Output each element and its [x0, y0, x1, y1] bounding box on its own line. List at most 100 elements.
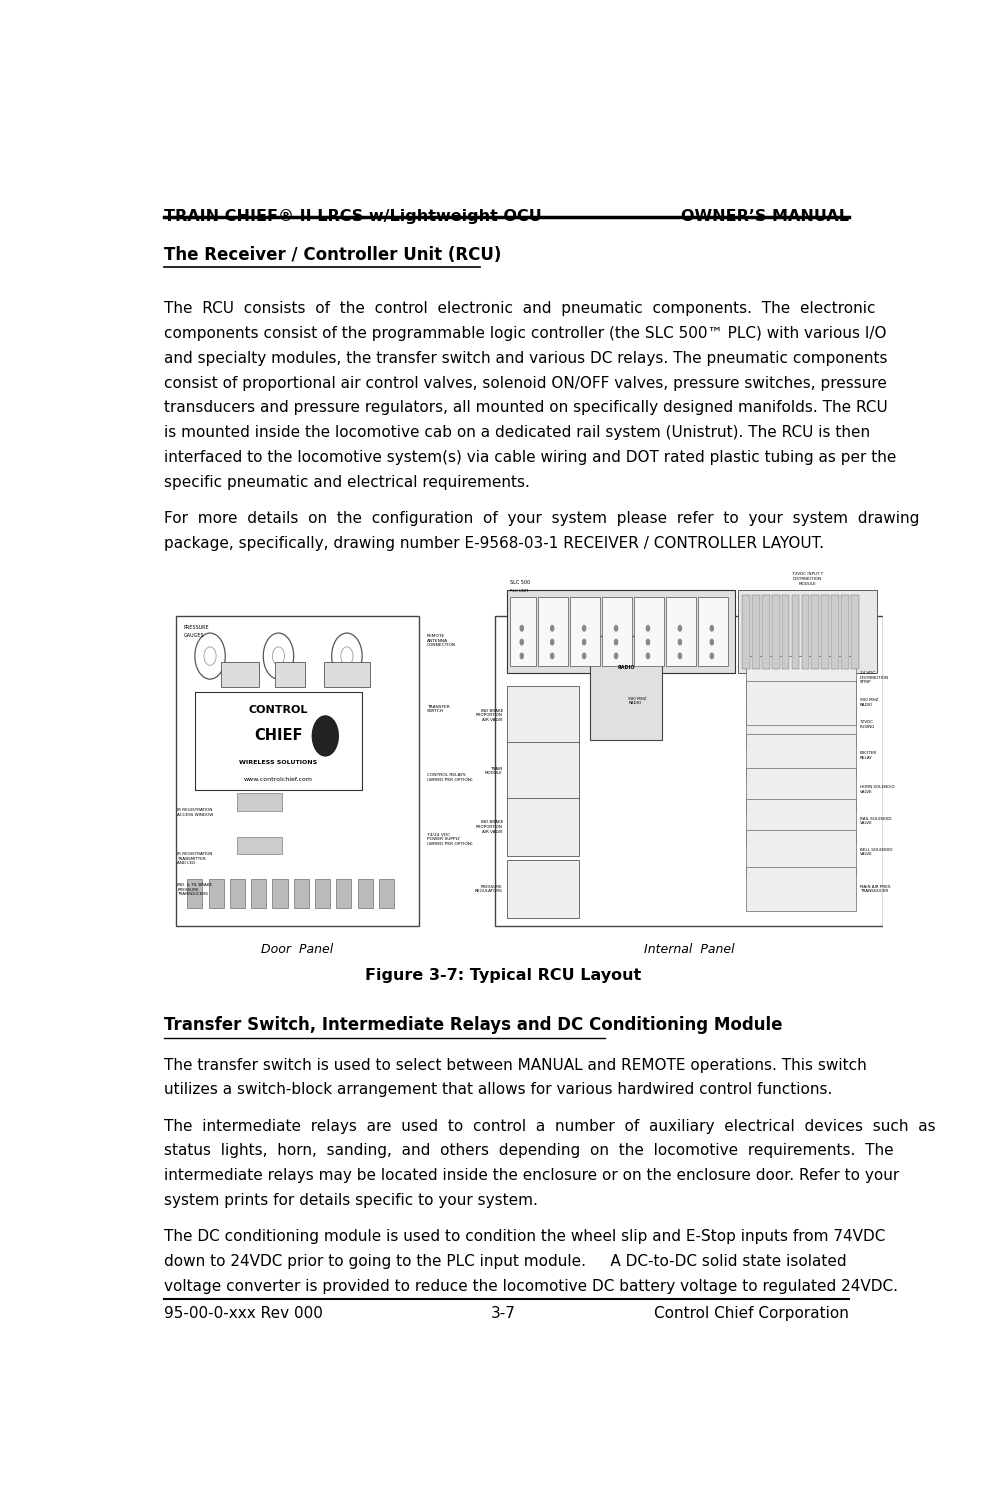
FancyBboxPatch shape [293, 879, 309, 907]
FancyBboxPatch shape [315, 879, 331, 907]
FancyBboxPatch shape [230, 879, 245, 907]
FancyBboxPatch shape [509, 597, 537, 667]
Circle shape [312, 715, 339, 756]
FancyBboxPatch shape [236, 837, 283, 854]
FancyBboxPatch shape [851, 595, 858, 668]
Circle shape [582, 638, 587, 646]
FancyBboxPatch shape [495, 616, 883, 927]
Circle shape [678, 652, 682, 659]
Text: status  lights,  horn,  sanding,  and  others  depending  on  the  locomotive  r: status lights, horn, sanding, and others… [165, 1144, 894, 1159]
Text: The Receiver / Controller Unit (RCU): The Receiver / Controller Unit (RCU) [165, 247, 502, 265]
FancyBboxPatch shape [747, 768, 856, 812]
FancyBboxPatch shape [506, 743, 579, 800]
Circle shape [645, 638, 650, 646]
Text: consist of proportional air control valves, solenoid ON/OFF valves, pressure swi: consist of proportional air control valv… [165, 375, 888, 390]
FancyBboxPatch shape [209, 879, 224, 907]
Circle shape [614, 652, 618, 659]
FancyBboxPatch shape [506, 591, 735, 673]
Text: utilizes a switch-block arrangement that allows for various hardwired control fu: utilizes a switch-block arrangement that… [165, 1082, 833, 1097]
Circle shape [678, 638, 682, 646]
Circle shape [520, 625, 524, 632]
Text: IND BRAKE
PROPORTION
AIR VALVE: IND BRAKE PROPORTION AIR VALVE [476, 709, 503, 722]
FancyBboxPatch shape [831, 595, 839, 668]
FancyBboxPatch shape [275, 662, 305, 688]
FancyBboxPatch shape [801, 595, 809, 668]
FancyBboxPatch shape [336, 879, 351, 907]
Text: 3-7: 3-7 [490, 1307, 515, 1322]
Circle shape [645, 652, 650, 659]
Text: The  intermediate  relays  are  used  to  control  a  number  of  auxiliary  ele: The intermediate relays are used to cont… [165, 1118, 936, 1133]
Text: package, specifically, drawing number E-9568-03-1 RECEIVER / CONTROLLER LAYOUT.: package, specifically, drawing number E-… [165, 535, 825, 550]
Text: EXCITER
RELAY: EXCITER RELAY [860, 752, 877, 759]
FancyBboxPatch shape [752, 595, 759, 668]
Text: 74/24 VDC
POWER SUPPLY
(WIRED PER OPTION): 74/24 VDC POWER SUPPLY (WIRED PER OPTION… [427, 833, 473, 846]
Text: is mounted inside the locomotive cab on a dedicated rail system (Unistrut). The : is mounted inside the locomotive cab on … [165, 425, 870, 440]
FancyBboxPatch shape [539, 597, 568, 667]
Text: CONTROL RELAYS
(WIRED PER OPTION): CONTROL RELAYS (WIRED PER OPTION) [427, 773, 473, 782]
FancyBboxPatch shape [222, 662, 259, 688]
Circle shape [645, 625, 650, 632]
Text: interfaced to the locomotive system(s) via cable wiring and DOT rated plastic tu: interfaced to the locomotive system(s) v… [165, 450, 897, 465]
Text: system prints for details specific to your system.: system prints for details specific to yo… [165, 1193, 539, 1208]
Text: CONTROL: CONTROL [249, 704, 308, 715]
Text: CHIEF: CHIEF [254, 728, 303, 743]
Text: www.controlchief.com: www.controlchief.com [244, 777, 313, 782]
FancyBboxPatch shape [570, 597, 600, 667]
Circle shape [709, 652, 714, 659]
Text: IND. & TIL BRAKE
PRESSURE
TRANSDUCERS: IND. & TIL BRAKE PRESSURE TRANSDUCERS [178, 884, 213, 896]
Text: specific pneumatic and electrical requirements.: specific pneumatic and electrical requir… [165, 475, 531, 490]
Circle shape [709, 625, 714, 632]
Text: TRAIN
MODULE: TRAIN MODULE [485, 767, 503, 776]
Text: The transfer switch is used to select between MANUAL and REMOTE operations. This: The transfer switch is used to select be… [165, 1058, 867, 1073]
Circle shape [582, 625, 587, 632]
Circle shape [550, 638, 554, 646]
FancyBboxPatch shape [698, 597, 728, 667]
FancyBboxPatch shape [251, 879, 266, 907]
Text: and specialty modules, the transfer switch and various DC relays. The pneumatic : and specialty modules, the transfer swit… [165, 351, 888, 366]
Text: IR REGISTRATION
TRANSMITTER
AND LED: IR REGISTRATION TRANSMITTER AND LED [178, 852, 213, 866]
FancyBboxPatch shape [821, 595, 829, 668]
Text: intermediate relays may be located inside the enclosure or on the enclosure door: intermediate relays may be located insid… [165, 1168, 900, 1183]
Circle shape [614, 625, 618, 632]
Text: Transfer Switch, Intermediate Relays and DC Conditioning Module: Transfer Switch, Intermediate Relays and… [165, 1017, 783, 1035]
Text: HORN SOLENOID
VALVE: HORN SOLENOID VALVE [860, 785, 895, 794]
FancyBboxPatch shape [747, 703, 856, 746]
FancyBboxPatch shape [762, 595, 770, 668]
Text: The DC conditioning module is used to condition the wheel slip and E-Stop inputs: The DC conditioning module is used to co… [165, 1229, 886, 1244]
FancyBboxPatch shape [602, 597, 632, 667]
FancyBboxPatch shape [635, 597, 664, 667]
Text: TRANSFER
SWITCH: TRANSFER SWITCH [427, 704, 449, 713]
Text: BELL SOLENOID
VALVE: BELL SOLENOID VALVE [860, 848, 893, 857]
Circle shape [709, 638, 714, 646]
Text: The  RCU  consists  of  the  control  electronic  and  pneumatic  components.  T: The RCU consists of the control electron… [165, 302, 876, 317]
Text: MAIN AIR PRES
TRANSDUCER: MAIN AIR PRES TRANSDUCER [860, 885, 891, 894]
FancyBboxPatch shape [506, 861, 579, 918]
Text: IND BRAKE
PROPORTION
AIR VALVE: IND BRAKE PROPORTION AIR VALVE [476, 821, 503, 834]
FancyBboxPatch shape [195, 692, 362, 789]
Text: 72VDC
FUSING: 72VDC FUSING [860, 721, 875, 728]
Text: PRESSURE: PRESSURE [183, 625, 209, 629]
FancyBboxPatch shape [811, 595, 819, 668]
Text: Figure 3-7: Typical RCU Layout: Figure 3-7: Typical RCU Layout [365, 967, 641, 982]
Circle shape [550, 652, 554, 659]
Text: PRESSURE
REGULATORS: PRESSURE REGULATORS [475, 885, 503, 894]
Text: IR REGISTRATION
ACCESS WINDOW: IR REGISTRATION ACCESS WINDOW [178, 809, 214, 816]
Text: 900 MHZ
RADIO: 900 MHZ RADIO [628, 697, 646, 706]
Text: For  more  details  on  the  configuration  of  your  system  please  refer  to : For more details on the configuration of… [165, 511, 920, 526]
FancyBboxPatch shape [236, 794, 283, 810]
Text: RAIL SOLENOID
VALVE: RAIL SOLENOID VALVE [860, 816, 892, 825]
FancyBboxPatch shape [747, 867, 856, 910]
FancyBboxPatch shape [747, 680, 856, 725]
FancyBboxPatch shape [506, 798, 579, 855]
FancyBboxPatch shape [273, 879, 287, 907]
Text: 900 MHZ
RADIO: 900 MHZ RADIO [860, 698, 878, 707]
FancyBboxPatch shape [379, 879, 394, 907]
FancyBboxPatch shape [357, 879, 373, 907]
FancyBboxPatch shape [591, 637, 662, 740]
Text: Door  Panel: Door Panel [261, 943, 334, 955]
FancyBboxPatch shape [739, 591, 877, 673]
Circle shape [550, 625, 554, 632]
Text: WIRELESS SOLUTIONS: WIRELESS SOLUTIONS [239, 759, 318, 765]
Circle shape [520, 638, 524, 646]
FancyBboxPatch shape [772, 595, 780, 668]
